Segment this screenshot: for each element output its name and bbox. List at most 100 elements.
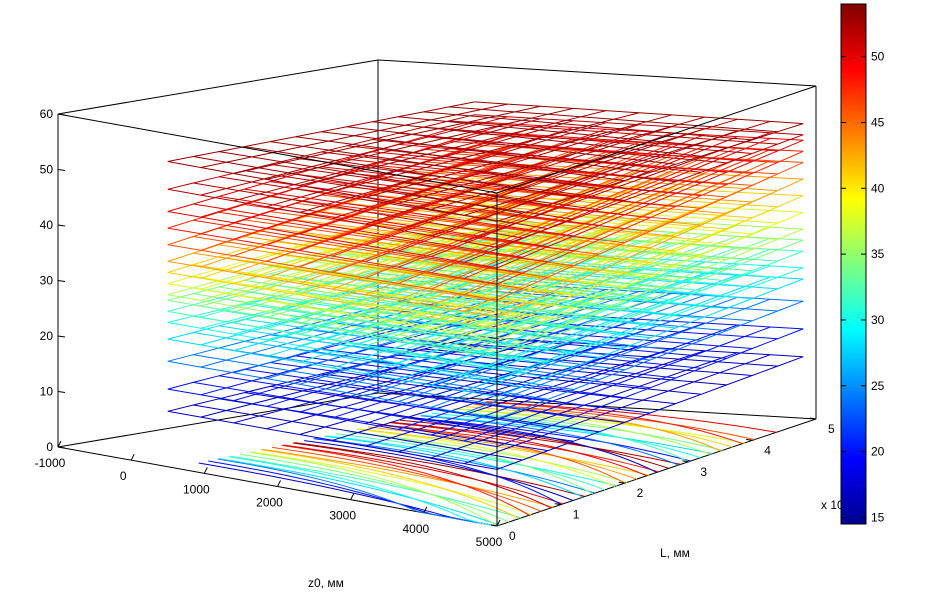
surface-gridline	[193, 182, 523, 239]
surface-gridline	[295, 379, 625, 423]
surface-gridline	[193, 275, 523, 330]
floor-contour	[358, 428, 649, 476]
x-tick-mark	[130, 453, 135, 461]
y-tick-mark	[809, 417, 817, 420]
colorbar: 15 20 25 30 35 40 45 50	[840, 3, 885, 525]
x-tick-mark	[203, 467, 208, 474]
x-tick-label: -1000	[35, 456, 66, 470]
box-edge	[57, 59, 379, 115]
surface-gridline	[167, 260, 498, 318]
surface-gridline	[193, 236, 523, 290]
floor-contour	[294, 442, 586, 497]
surface-gridline	[167, 294, 498, 353]
surface-gridline	[397, 116, 727, 149]
surface-gridline	[193, 219, 523, 274]
x-tick-label: 3000	[329, 509, 356, 523]
floor-contour	[475, 403, 755, 441]
surface-gridline	[218, 176, 549, 230]
floor-contour	[217, 458, 498, 527]
surface-gridline	[372, 121, 702, 157]
surface-gridline	[372, 151, 702, 184]
surface-gridline	[167, 244, 498, 301]
floor-contour	[198, 462, 498, 527]
surface-gridline	[372, 209, 702, 241]
surface-gridline	[244, 279, 574, 329]
floor-contour	[411, 417, 691, 462]
colorbar-tick-label: 30	[871, 313, 885, 327]
floor-contour	[240, 453, 510, 523]
box-edge	[57, 113, 498, 194]
x-axis-label: z0, мм	[308, 576, 344, 590]
surface-gridline	[218, 347, 549, 400]
y-tick-label: 4	[764, 443, 771, 457]
colorbar-tick-label: 35	[871, 247, 885, 261]
y-tick-label: 0	[509, 529, 516, 543]
surface-gridline	[295, 136, 625, 182]
colorbar-tick-label: 20	[871, 445, 885, 459]
surface-gridline	[193, 252, 523, 306]
surface-gridline	[244, 219, 574, 267]
x-tick-mark	[423, 506, 428, 514]
y-tick-mark	[618, 481, 625, 484]
z-tick-mark	[57, 169, 66, 171]
floor-contour	[230, 455, 522, 519]
surface-gridline	[270, 362, 600, 408]
x-tick-mark	[277, 480, 281, 487]
z-tick-label: 60	[40, 107, 54, 121]
surface-gridline	[397, 132, 727, 164]
box-edge	[377, 59, 817, 87]
surface-gridline	[346, 342, 676, 379]
colorbar-tick-label: 40	[871, 181, 885, 195]
x-tick-mark	[350, 493, 355, 500]
surface-gridline	[167, 410, 498, 470]
surface-gridline	[449, 201, 778, 224]
surface-gridline	[346, 367, 676, 405]
z-tick-mark	[57, 446, 66, 449]
x-tick-label: 4000	[402, 522, 429, 536]
surface-layers	[167, 101, 804, 470]
surface-gridline	[423, 294, 753, 322]
z-tick-label: 20	[40, 329, 54, 343]
surface-gridline	[423, 126, 753, 154]
surface-gridline	[244, 188, 574, 237]
floor-contour	[260, 449, 520, 520]
z-tick-label: 40	[40, 218, 54, 232]
surface-gridline	[193, 293, 523, 349]
colorbar-gradient	[840, 3, 867, 525]
floor-contour	[292, 442, 552, 509]
y-tick-label: 3	[700, 465, 707, 479]
x-tick-label: 2000	[256, 496, 283, 510]
floor-contour	[463, 406, 733, 448]
surface-gridline	[244, 392, 574, 442]
axes-box-front	[57, 85, 817, 526]
surface-gridline	[167, 388, 498, 448]
surface-gridline	[244, 368, 574, 418]
z-tick-label: 50	[40, 163, 54, 177]
surface-gridline	[167, 161, 498, 222]
surface-gridline	[167, 299, 498, 359]
surface-gridline	[244, 146, 574, 198]
y-tick-mark	[554, 503, 561, 506]
surface-gridline	[167, 272, 498, 329]
surface-gridline	[193, 264, 523, 318]
floor-contour	[452, 408, 711, 455]
surface-gridline	[193, 203, 523, 258]
x-tick-label: 1000	[183, 482, 210, 496]
surface-gridline	[270, 163, 600, 211]
y-tick-label: 5	[828, 422, 835, 436]
floor-contour	[390, 421, 681, 465]
floor-contour	[324, 435, 584, 498]
surface-gridline	[474, 161, 804, 180]
surface-gridline	[346, 126, 676, 165]
surface-gridline	[474, 121, 804, 141]
surface-gridline	[321, 131, 651, 173]
surface-gridline	[321, 151, 651, 192]
floor-contour	[249, 451, 498, 527]
surface-gridline	[346, 230, 676, 267]
z-tick-mark	[57, 335, 66, 338]
surface-gridline	[218, 286, 549, 339]
z-tick-mark	[57, 224, 66, 227]
floor-contour	[377, 424, 626, 484]
y-tick-mark	[682, 460, 689, 463]
